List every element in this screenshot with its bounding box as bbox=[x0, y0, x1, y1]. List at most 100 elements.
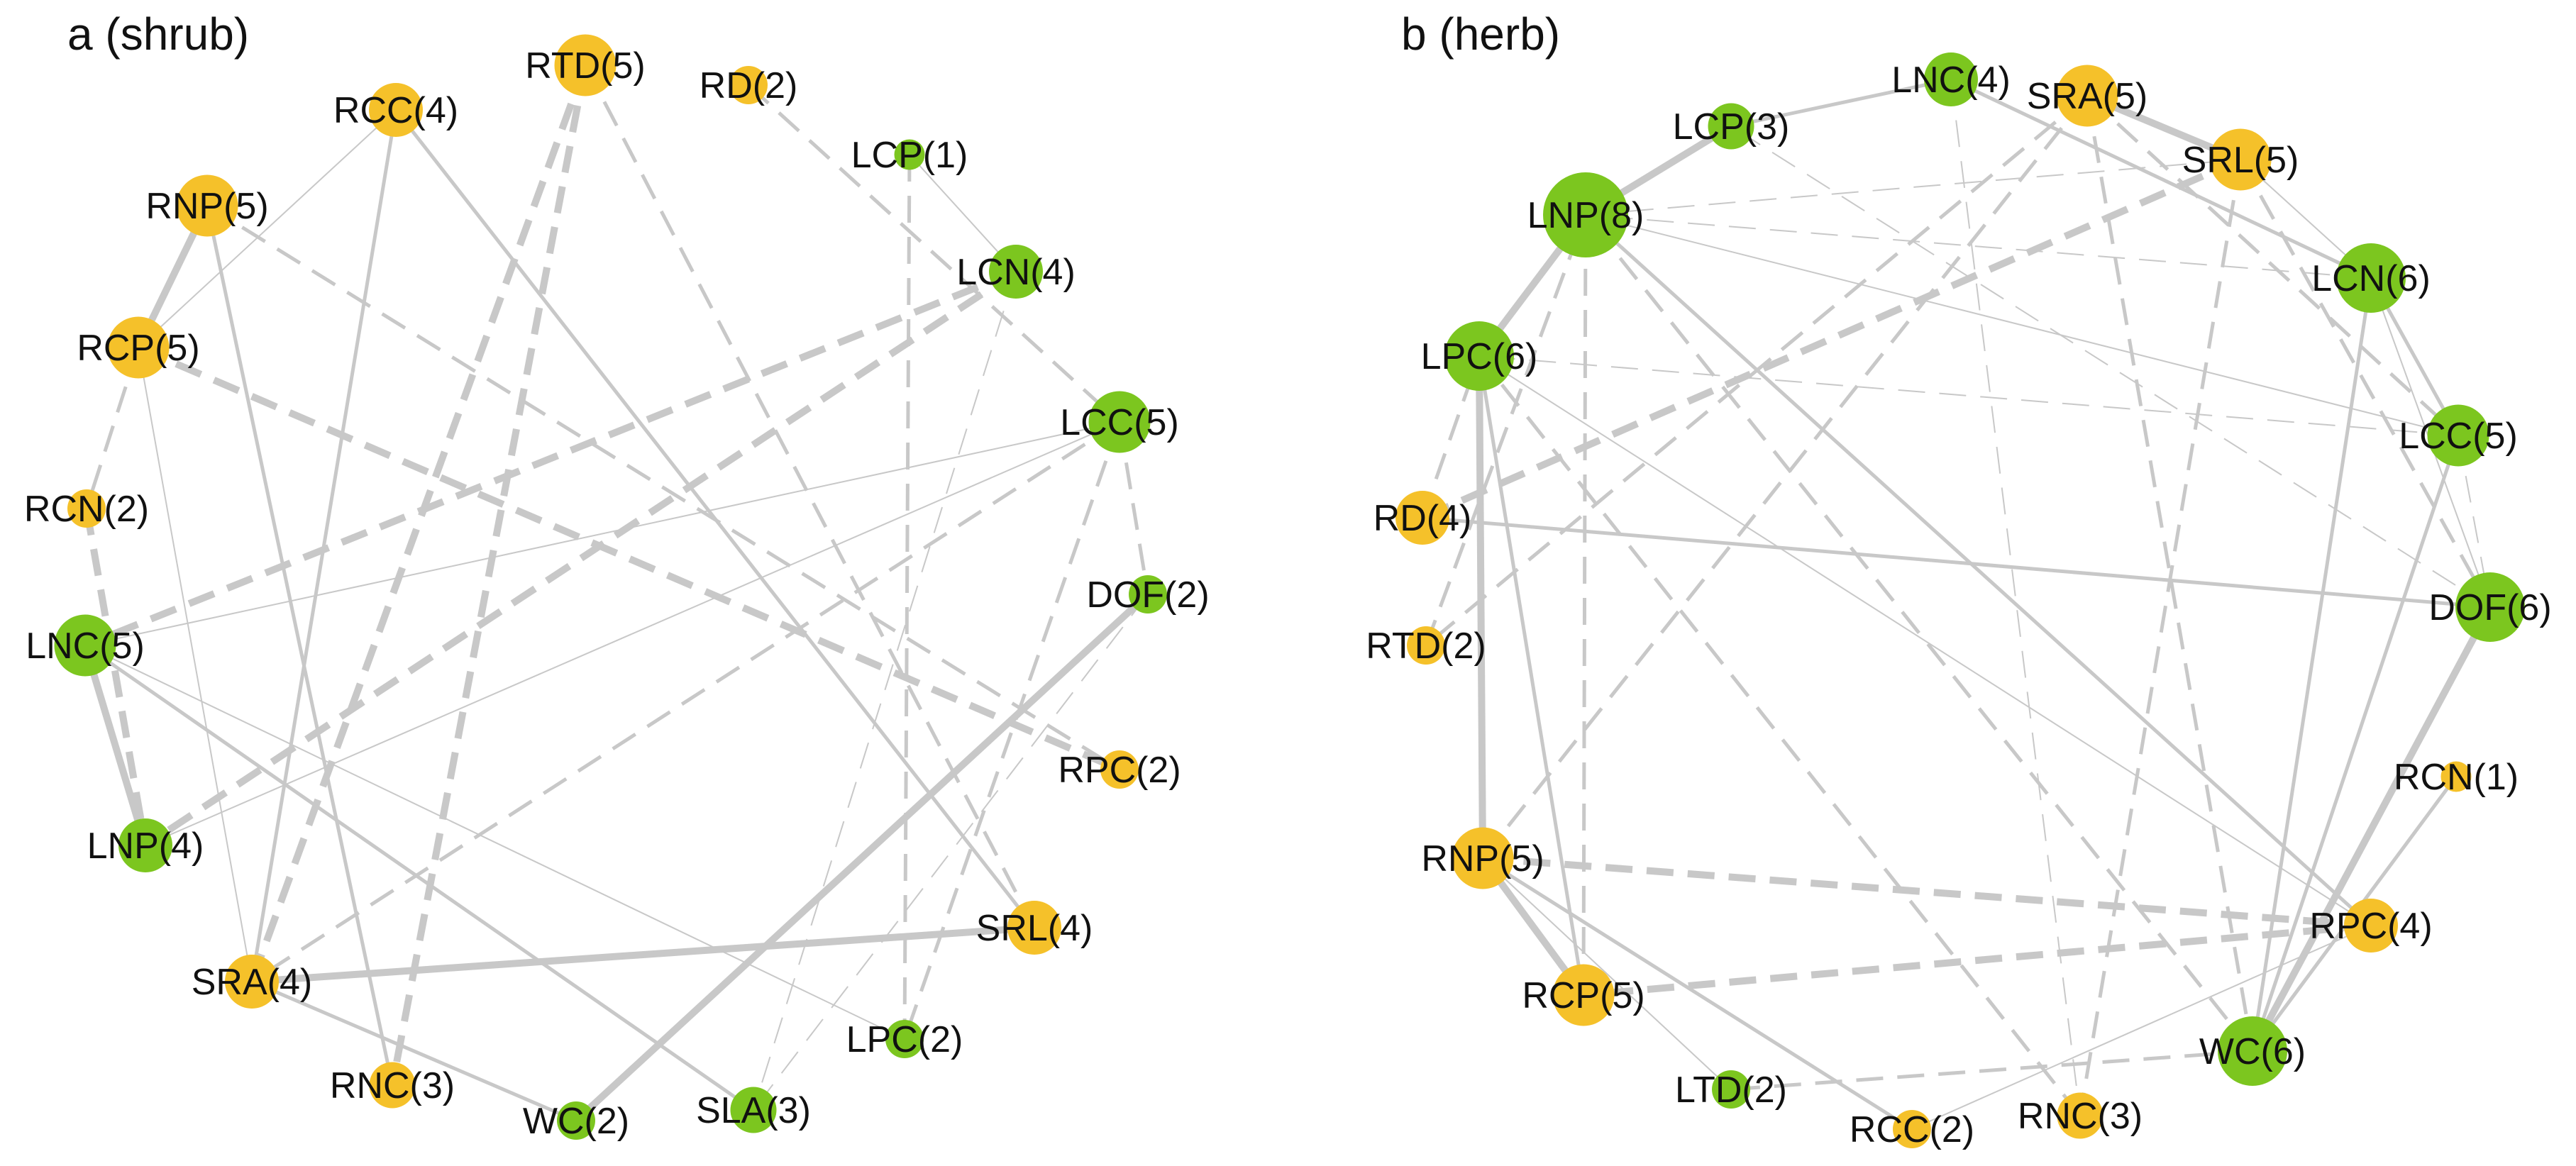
node-circle-lnp bbox=[118, 818, 172, 872]
node-circle-rnp bbox=[176, 174, 238, 237]
node-circle-rtd bbox=[554, 34, 617, 96]
node-label-rcp: RCP(5) bbox=[77, 328, 199, 369]
node-label-rcp: RCP(5) bbox=[1522, 975, 1644, 1016]
node-rcp: RCP(5) bbox=[77, 316, 200, 379]
edge-rnc-lpc bbox=[1478, 355, 2082, 1117]
edge-rcn-lnp bbox=[83, 508, 149, 846]
edge-rnp-rnc bbox=[205, 205, 394, 1086]
panel-b-nodes: LNC(4) SRA(5) SRL(5) LCN(6) LCC(5) DOF(6) RCN(… bbox=[1366, 52, 2552, 1150]
edge-rcp-rcc bbox=[138, 109, 397, 348]
edge-lcc-lnc bbox=[84, 421, 1120, 646]
node-label-rpc: RPC(4) bbox=[2309, 906, 2432, 947]
edge-sra-wc bbox=[251, 979, 577, 1123]
node-rcc: RCC(2) bbox=[1850, 1109, 1974, 1150]
node-dof: DOF(6) bbox=[2428, 572, 2552, 642]
edge-sra-srl bbox=[251, 924, 1035, 985]
node-label-lpc: LPC(6) bbox=[1421, 336, 1538, 377]
node-label-lcn: LCN(6) bbox=[2311, 258, 2431, 299]
edge-srl-rnc bbox=[2078, 159, 2243, 1116]
node-label-rpc: RPC(2) bbox=[1058, 750, 1181, 791]
node-circle-rnc bbox=[2057, 1092, 2104, 1139]
node-sla: SLA(3) bbox=[696, 1087, 811, 1133]
node-label-sra: SRA(4) bbox=[192, 962, 312, 1003]
node-rpc: RPC(4) bbox=[2309, 899, 2433, 953]
node-label-lnc: LNC(5) bbox=[26, 626, 145, 667]
node-circle-rcc bbox=[1893, 1110, 1931, 1148]
edge-rnp-lpc bbox=[1476, 355, 1486, 859]
node-dof: DOF(2) bbox=[1086, 574, 1209, 616]
node-wc: WC(2) bbox=[523, 1101, 629, 1142]
edge-lnc-lnp bbox=[82, 644, 149, 847]
edge-rtd-rnc bbox=[389, 65, 589, 1086]
node-lcn: LCN(4) bbox=[956, 245, 1076, 299]
node-circle-lpc bbox=[885, 1020, 924, 1058]
edge-lcn-lnp bbox=[1585, 214, 2372, 279]
node-rcn: RCN(1) bbox=[2394, 757, 2519, 798]
edge-rcp-rcn bbox=[84, 347, 140, 509]
node-lcc: LCC(5) bbox=[2399, 404, 2518, 467]
edge-lcc-lnp bbox=[1585, 214, 2459, 436]
node-circle-rd bbox=[729, 66, 768, 104]
edge-dof-wc bbox=[2249, 605, 2494, 1053]
node-circle-lcc bbox=[1088, 391, 1151, 453]
node-circle-rpc bbox=[1100, 750, 1139, 789]
node-circle-lpc bbox=[1444, 321, 1514, 391]
node-circle-lcp bbox=[1708, 103, 1754, 150]
edge-lcc-dof bbox=[1117, 421, 1150, 595]
node-circle-lcp bbox=[894, 139, 925, 170]
node-circle-rcp bbox=[1552, 964, 1615, 1026]
edge-rd-lcc bbox=[747, 84, 1121, 423]
node-circle-dof bbox=[1129, 575, 1167, 613]
panel-a-title: a (shrub) bbox=[67, 9, 249, 60]
edge-dof-sla bbox=[753, 594, 1149, 1111]
node-circle-rnp bbox=[1452, 827, 1514, 889]
node-circle-rcc bbox=[369, 83, 423, 137]
node-circle-sra bbox=[2056, 65, 2118, 127]
edge-sra-lcc bbox=[2086, 94, 2460, 437]
node-ltd: LTD(2) bbox=[1675, 1070, 1787, 1111]
node-circle-wc bbox=[2218, 1016, 2287, 1086]
node-label-wc: WC(2) bbox=[523, 1101, 629, 1142]
node-rcn: RCN(2) bbox=[24, 489, 149, 530]
node-label-dof: DOF(2) bbox=[1086, 574, 1209, 616]
node-label-dof: DOF(6) bbox=[2428, 587, 2551, 628]
node-wc: WC(6) bbox=[2199, 1016, 2306, 1086]
node-label-lcp: LCP(1) bbox=[851, 135, 968, 176]
node-srl: SRL(5) bbox=[2182, 128, 2299, 191]
panel-a-nodes: RTD(5) RD(2) LCP(1) LCN(4) LCC(5) DOF(2) RPC(2… bbox=[24, 34, 1210, 1142]
node-circle-rnc bbox=[369, 1062, 416, 1109]
node-label-rd: RD(4) bbox=[1373, 498, 1472, 539]
node-rtd: RTD(5) bbox=[525, 34, 646, 96]
panel-a-shrub-network: a (shrub) RTD(5) RD(2) LCP(1) LCN(4) LCC(5) D… bbox=[24, 9, 1210, 1142]
edge-lnp-srl bbox=[1585, 159, 2241, 216]
node-circle-sla bbox=[730, 1087, 777, 1133]
edge-lcc-wc bbox=[2250, 435, 2460, 1052]
edge-lcn-wc bbox=[2250, 277, 2373, 1052]
node-label-lpc: LPC(2) bbox=[846, 1019, 963, 1060]
node-label-lcc: LCC(5) bbox=[2399, 416, 2518, 457]
node-label-lnp: LNP(4) bbox=[87, 826, 204, 867]
node-label-wc: WC(6) bbox=[2199, 1031, 2306, 1072]
node-label-rnp: RNP(5) bbox=[145, 186, 268, 227]
node-rnp: RNP(5) bbox=[1421, 827, 1544, 889]
edge-wc-lnp bbox=[1584, 213, 2254, 1053]
node-label-lcn: LCN(4) bbox=[956, 252, 1076, 293]
node-circle-lnp bbox=[1543, 172, 1628, 257]
node-label-lnc: LNC(4) bbox=[1891, 60, 2011, 101]
node-lnp: LNP(4) bbox=[87, 818, 204, 872]
edge-rtd-sra bbox=[248, 64, 589, 983]
node-label-rd: RD(2) bbox=[700, 65, 798, 106]
panel-b-herb-network: b (herb) LNC(4) SRA(5) SRL(5) LCN(6) LCC(5) D… bbox=[1366, 9, 2551, 1150]
node-sra: SRA(4) bbox=[192, 955, 312, 1009]
panel-a-edges bbox=[82, 64, 1151, 1123]
edge-lcn-sla bbox=[753, 271, 1017, 1111]
edge-rcc-rnp bbox=[1481, 856, 1913, 1131]
node-circle-dof bbox=[2455, 572, 2525, 642]
node-lnc: LNC(5) bbox=[26, 614, 145, 677]
node-lpc: LPC(2) bbox=[846, 1019, 963, 1060]
edge-lcn-lnp bbox=[143, 268, 1018, 849]
node-label-rtd: RTD(5) bbox=[525, 45, 645, 87]
edge-rcp-rpc bbox=[137, 344, 1121, 773]
edge-rtd-srl bbox=[583, 64, 1037, 929]
